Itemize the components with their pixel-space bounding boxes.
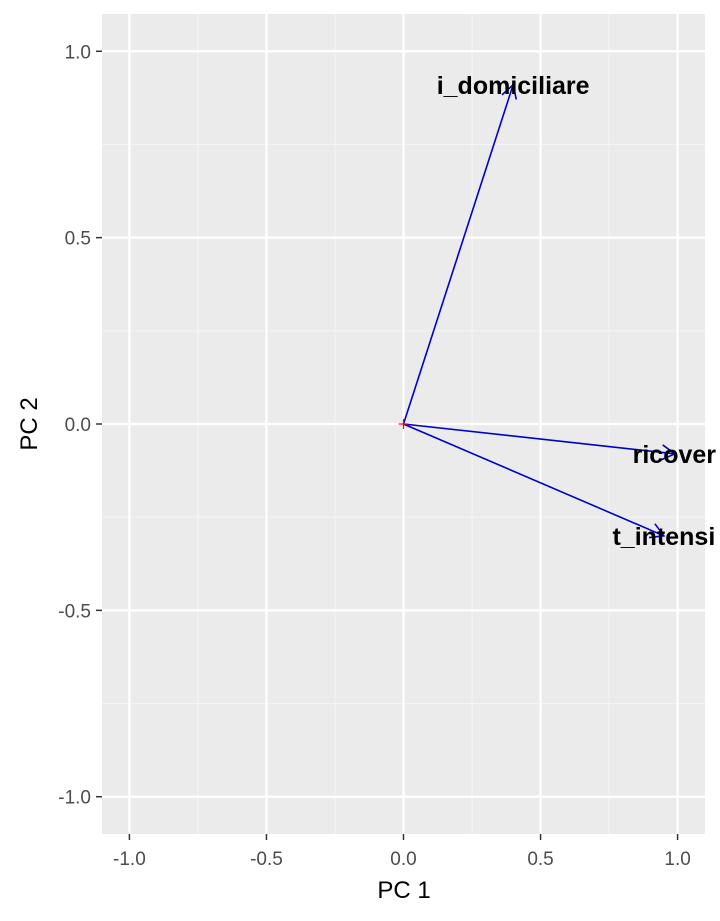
vector-label: ricover	[633, 441, 717, 469]
vector-label: t_intensi	[612, 523, 715, 551]
arrow-head	[648, 523, 666, 539]
axis-ticks: -1.0 -0.5 0.0 0.5 1.0 -1.0 -0.5 0.0 0.5 1.0	[58, 42, 691, 870]
x-tick-label: 0.5	[527, 849, 553, 870]
loading-arrow	[403, 423, 675, 455]
loading-arrow	[403, 423, 665, 537]
vector-label: i_domiciliare	[437, 72, 590, 100]
x-tick-label: -0.5	[250, 849, 283, 870]
y-tick-label: 0.5	[65, 229, 91, 250]
y-tick-label: 1.0	[65, 42, 91, 63]
x-tick-label: 0.0	[390, 849, 416, 870]
arrow-head	[501, 83, 518, 100]
arrow-head	[660, 444, 677, 461]
x-tick-label: -1.0	[113, 849, 146, 870]
y-axis-title: PC 2	[16, 397, 43, 450]
y-tick-label: 0.0	[65, 415, 91, 436]
y-tick-label: -0.5	[58, 601, 91, 622]
x-axis-title: PC 1	[377, 877, 430, 904]
loading-arrow	[402, 84, 514, 425]
y-tick-label: -1.0	[58, 788, 91, 809]
x-tick-label: 1.0	[664, 849, 690, 870]
